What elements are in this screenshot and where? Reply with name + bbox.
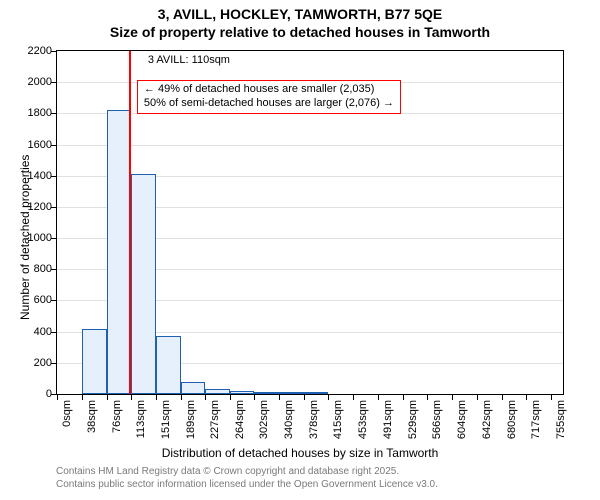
- y-tick-mark: [51, 394, 56, 395]
- x-tick-mark: [181, 395, 182, 400]
- x-tick-mark: [131, 395, 132, 400]
- x-tick-label: 453sqm: [357, 400, 369, 439]
- y-tick-mark: [51, 51, 56, 52]
- y-tick-mark: [51, 82, 56, 83]
- x-tick-mark: [107, 395, 108, 400]
- y-tick-label: 0: [12, 388, 52, 400]
- x-tick-label: 680sqm: [506, 400, 518, 439]
- histogram-bar: [181, 382, 206, 394]
- y-tick-label: 1600: [12, 139, 52, 151]
- x-tick-label: 264sqm: [234, 400, 246, 439]
- y-tick-mark: [51, 113, 56, 114]
- x-tick-label: 340sqm: [283, 400, 295, 439]
- y-tick-label: 600: [12, 294, 52, 306]
- x-tick-mark: [205, 395, 206, 400]
- x-tick-mark: [502, 395, 503, 400]
- y-tick-label: 1000: [12, 232, 52, 244]
- x-tick-mark: [551, 395, 552, 400]
- y-tick-label: 1400: [12, 170, 52, 182]
- x-tick-label: 755sqm: [555, 400, 567, 439]
- x-tick-label: 717sqm: [530, 400, 542, 439]
- x-tick-mark: [526, 395, 527, 400]
- chart-title: 3, AVILL, HOCKLEY, TAMWORTH, B77 5QE Siz…: [0, 0, 600, 41]
- histogram-bar: [254, 392, 279, 394]
- x-tick-mark: [477, 395, 478, 400]
- x-tick-label: 491sqm: [382, 400, 394, 439]
- x-tick-mark: [353, 395, 354, 400]
- title-line-2: Size of property relative to detached ho…: [0, 24, 600, 42]
- x-tick-label: 529sqm: [407, 400, 419, 439]
- histogram-bar: [82, 329, 107, 394]
- annotation-box: ← 49% of detached houses are smaller (2,…: [137, 80, 401, 114]
- attribution-line-2: Contains public sector information licen…: [56, 479, 438, 492]
- y-tick-label: 2200: [12, 45, 52, 57]
- property-marker-line: [129, 51, 131, 394]
- x-tick-label: 415sqm: [332, 400, 344, 439]
- y-tick-label: 1800: [12, 107, 52, 119]
- y-tick-label: 800: [12, 263, 52, 275]
- title-line-1: 3, AVILL, HOCKLEY, TAMWORTH, B77 5QE: [0, 6, 600, 24]
- y-tick-mark: [51, 300, 56, 301]
- x-tick-label: 76sqm: [111, 400, 123, 433]
- x-tick-label: 642sqm: [481, 400, 493, 439]
- gridline: [57, 145, 563, 146]
- y-tick-mark: [51, 145, 56, 146]
- x-tick-label: 302sqm: [258, 400, 270, 439]
- x-tick-label: 227sqm: [209, 400, 221, 439]
- x-tick-label: 0sqm: [61, 400, 73, 427]
- x-tick-mark: [230, 395, 231, 400]
- annotation-line-2: 50% of semi-detached houses are larger (…: [144, 97, 394, 111]
- histogram-bar: [304, 392, 328, 394]
- y-tick-mark: [51, 269, 56, 270]
- annotation-line-1: ← 49% of detached houses are smaller (2,…: [144, 83, 394, 97]
- x-tick-mark: [57, 395, 58, 400]
- x-tick-label: 113sqm: [135, 400, 147, 438]
- y-tick-mark: [51, 238, 56, 239]
- x-axis-label: Distribution of detached houses by size …: [0, 446, 600, 460]
- x-tick-mark: [279, 395, 280, 400]
- y-tick-label: 200: [12, 357, 52, 369]
- x-tick-mark: [403, 395, 404, 400]
- y-tick-mark: [51, 207, 56, 208]
- y-tick-label: 2000: [12, 76, 52, 88]
- attribution-text: Contains HM Land Registry data © Crown c…: [56, 466, 438, 491]
- x-tick-label: 151sqm: [160, 400, 172, 439]
- x-tick-label: 378sqm: [308, 400, 320, 439]
- y-tick-mark: [51, 176, 56, 177]
- x-tick-mark: [304, 395, 305, 400]
- x-tick-mark: [254, 395, 255, 400]
- x-tick-mark: [82, 395, 83, 400]
- x-tick-label: 566sqm: [431, 400, 443, 439]
- attribution-line-1: Contains HM Land Registry data © Crown c…: [56, 466, 438, 479]
- histogram-bar: [131, 174, 156, 394]
- histogram-bar: [230, 391, 255, 394]
- y-tick-mark: [51, 332, 56, 333]
- y-tick-mark: [51, 363, 56, 364]
- x-tick-mark: [156, 395, 157, 400]
- x-tick-mark: [378, 395, 379, 400]
- histogram-bar: [107, 110, 131, 394]
- x-tick-label: 604sqm: [456, 400, 468, 439]
- x-tick-label: 189sqm: [185, 400, 197, 439]
- histogram-bar: [156, 336, 181, 394]
- y-tick-label: 400: [12, 326, 52, 338]
- x-tick-mark: [328, 395, 329, 400]
- x-tick-label: 38sqm: [86, 400, 98, 433]
- x-tick-mark: [452, 395, 453, 400]
- property-marker-label: 3 AVILL: 110sqm: [148, 54, 230, 66]
- y-tick-label: 1200: [12, 201, 52, 213]
- x-tick-mark: [427, 395, 428, 400]
- histogram-bar: [279, 392, 304, 394]
- histogram-bar: [205, 389, 229, 394]
